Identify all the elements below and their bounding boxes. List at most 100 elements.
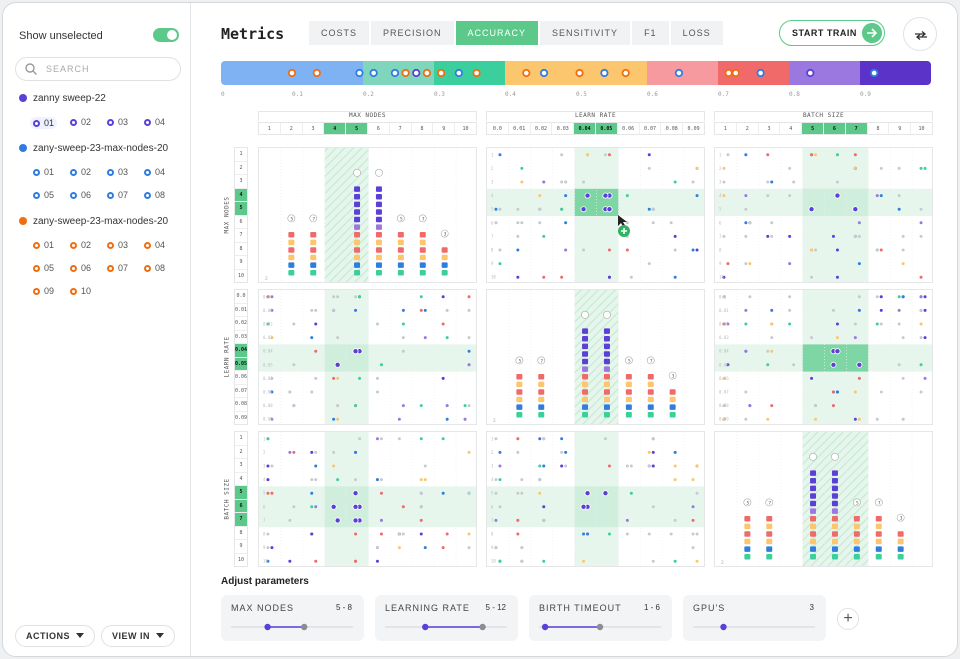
run-point[interactable] xyxy=(379,518,383,522)
run-point[interactable] xyxy=(695,166,699,170)
run-point[interactable] xyxy=(379,532,383,536)
run-point[interactable] xyxy=(520,180,524,184)
histogram-square[interactable] xyxy=(375,186,382,192)
run-point[interactable] xyxy=(538,221,542,225)
run-point[interactable] xyxy=(494,546,498,550)
run-point[interactable] xyxy=(695,194,699,198)
run-point[interactable] xyxy=(494,518,498,522)
run-point[interactable] xyxy=(770,404,774,408)
param-value-cell[interactable]: 4 xyxy=(324,123,347,134)
run-point[interactable] xyxy=(354,404,358,408)
run-point[interactable] xyxy=(358,376,362,380)
run-point[interactable] xyxy=(310,532,314,536)
param-value-cell[interactable]: 0.0 xyxy=(487,123,509,134)
run-point[interactable] xyxy=(835,153,839,157)
slider-handle-high[interactable] xyxy=(301,623,308,631)
run-point[interactable] xyxy=(673,464,677,468)
run-point[interactable] xyxy=(516,275,520,279)
run-point[interactable] xyxy=(625,532,629,536)
param-value-cell[interactable]: 3 xyxy=(759,123,781,134)
run-point[interactable] xyxy=(538,478,542,482)
search-box[interactable] xyxy=(15,57,181,81)
run-point[interactable] xyxy=(397,546,401,550)
param-value-cell[interactable]: 7 xyxy=(845,123,868,134)
run-point[interactable] xyxy=(853,390,857,394)
histogram-square[interactable] xyxy=(603,389,610,395)
run-chip[interactable]: 02 xyxy=(70,117,91,127)
run-point[interactable] xyxy=(379,478,383,482)
histogram-square[interactable] xyxy=(766,538,773,545)
run-point[interactable] xyxy=(651,505,655,509)
histogram-square[interactable] xyxy=(288,254,295,261)
histogram-square[interactable] xyxy=(744,523,751,530)
histogram-square[interactable] xyxy=(744,538,751,545)
run-point[interactable] xyxy=(314,349,318,353)
run-point[interactable] xyxy=(766,349,770,353)
run-point[interactable] xyxy=(379,437,383,441)
run-point[interactable] xyxy=(467,450,471,454)
run-point[interactable] xyxy=(520,166,524,170)
run-point[interactable] xyxy=(520,478,524,482)
run-point[interactable] xyxy=(288,390,292,394)
histogram-square[interactable] xyxy=(669,389,676,395)
histogram-square[interactable] xyxy=(625,404,632,410)
run-point[interactable] xyxy=(919,166,923,170)
run-point[interactable] xyxy=(542,505,546,509)
run-point[interactable] xyxy=(835,322,839,326)
run-point[interactable] xyxy=(897,363,901,367)
run-marker[interactable] xyxy=(522,68,531,78)
run-point[interactable] xyxy=(288,559,292,563)
histogram-square[interactable] xyxy=(603,374,610,380)
run-point[interactable] xyxy=(766,363,770,367)
run-point[interactable] xyxy=(270,546,274,550)
run-point[interactable] xyxy=(625,221,629,225)
run-point[interactable] xyxy=(314,376,318,380)
param-value-cell[interactable]: 0.08 xyxy=(235,398,247,412)
run-point[interactable] xyxy=(467,404,471,408)
histogram-square[interactable] xyxy=(419,247,426,253)
histogram-square[interactable] xyxy=(354,247,361,253)
run-point[interactable] xyxy=(603,153,607,157)
histogram-square[interactable] xyxy=(647,412,654,418)
selected-run-point[interactable] xyxy=(830,361,837,368)
histogram-square[interactable] xyxy=(853,546,860,552)
tab-f1[interactable]: F1 xyxy=(632,21,669,45)
run-point[interactable] xyxy=(651,559,655,563)
run-chip[interactable]: 08 xyxy=(144,190,165,200)
run-point[interactable] xyxy=(310,336,314,340)
run-point[interactable] xyxy=(792,363,796,367)
matrix-cell-0-1[interactable]: 1 2 3 4 5 6 7 8 9 10 xyxy=(486,147,705,283)
run-point[interactable] xyxy=(647,450,651,454)
param-value-cell[interactable]: 7 xyxy=(235,229,247,243)
run-marker[interactable] xyxy=(806,68,815,78)
histogram-square[interactable] xyxy=(288,232,295,238)
run-point[interactable] xyxy=(516,532,520,536)
run-point[interactable] xyxy=(919,275,923,279)
histogram-square[interactable] xyxy=(288,270,295,276)
run-point[interactable] xyxy=(744,262,748,266)
histogram-square[interactable] xyxy=(354,239,361,246)
run-point[interactable] xyxy=(629,275,633,279)
run-point[interactable] xyxy=(494,207,498,211)
run-point[interactable] xyxy=(835,248,839,252)
param-value-cell[interactable]: 2 xyxy=(281,123,303,134)
run-point[interactable] xyxy=(857,221,861,225)
histogram-square[interactable] xyxy=(766,546,773,552)
run-point[interactable] xyxy=(516,437,520,441)
histogram-square[interactable] xyxy=(397,247,404,253)
histogram-square[interactable] xyxy=(810,516,817,522)
run-point[interactable] xyxy=(516,491,520,495)
run-chip[interactable]: 08 xyxy=(144,263,165,273)
run-point[interactable] xyxy=(919,295,923,299)
run-point[interactable] xyxy=(722,275,726,279)
histogram-square[interactable] xyxy=(875,546,882,552)
run-point[interactable] xyxy=(726,262,730,266)
histogram-square[interactable] xyxy=(853,523,860,530)
run-point[interactable] xyxy=(919,207,923,211)
run-point[interactable] xyxy=(788,234,792,238)
histogram-square[interactable] xyxy=(603,343,610,350)
param-value-cell[interactable]: 0.09 xyxy=(234,414,248,421)
compare-settings-button[interactable] xyxy=(903,17,937,51)
run-point[interactable] xyxy=(564,464,568,468)
run-chip[interactable]: 03 xyxy=(107,167,128,177)
